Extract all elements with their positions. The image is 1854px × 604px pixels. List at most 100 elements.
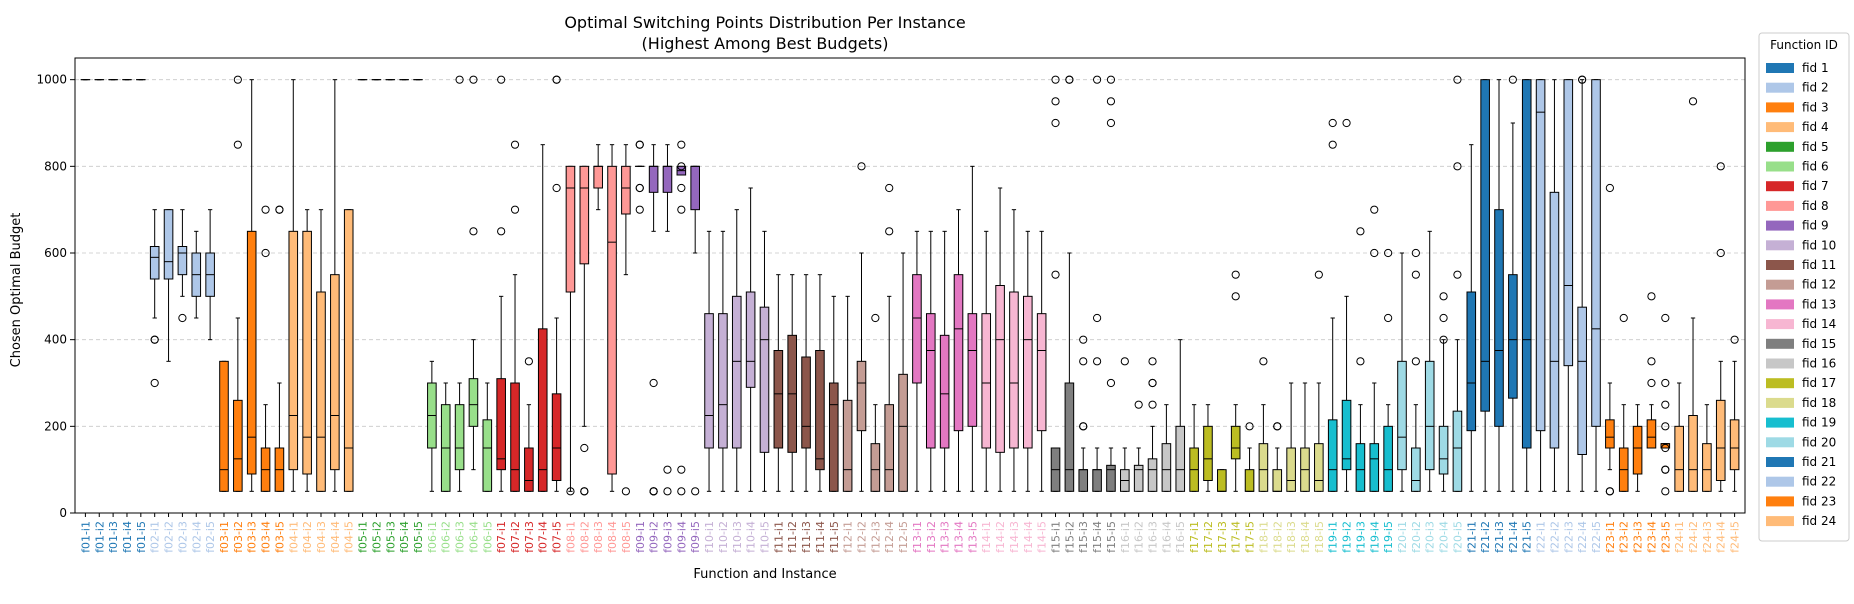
box-f18-i5 — [1315, 271, 1324, 491]
outlier-point — [664, 488, 671, 495]
box-iqr — [164, 210, 173, 279]
x-tick-label: f24-i5 — [1729, 521, 1742, 553]
box-f21-i3 — [1495, 80, 1504, 492]
x-tick-label: f07-i1 — [495, 521, 508, 553]
outlier-point — [1412, 271, 1419, 278]
box-iqr — [1522, 80, 1531, 448]
x-tick-label: f11-i1 — [772, 521, 785, 553]
outlier-point — [1315, 271, 1322, 278]
box-iqr — [1079, 470, 1088, 492]
x-tick-label: f20-i5 — [1451, 521, 1464, 553]
legend-swatch — [1766, 142, 1794, 152]
x-tick-label: f10-i4 — [745, 521, 758, 553]
y-tick-label: 200 — [44, 419, 67, 433]
y-tick-label: 800 — [44, 159, 67, 173]
box-f24-i1 — [1675, 383, 1684, 491]
box-iqr — [1467, 292, 1476, 431]
box-f16-i3 — [1148, 358, 1157, 492]
box-f17-i3 — [1218, 470, 1227, 492]
outlier-point — [678, 184, 685, 191]
x-tick-label: f13-i1 — [911, 521, 924, 553]
box-f15-i3 — [1079, 336, 1088, 491]
box-f12-i4 — [885, 184, 894, 491]
box-f11-i3 — [802, 275, 811, 492]
box-iqr — [871, 444, 880, 492]
x-tick-label: f05-i3 — [384, 521, 397, 553]
x-tick-label: f23-i5 — [1659, 521, 1672, 553]
box-f18-i4 — [1301, 383, 1310, 491]
chart-subtitle: (Highest Among Best Budgets) — [642, 34, 889, 53]
legend-label: fid 9 — [1802, 219, 1829, 233]
boxes-layer — [81, 76, 1739, 495]
legend-label: fid 15 — [1802, 337, 1836, 351]
box-iqr — [1398, 361, 1407, 469]
box-iqr — [1218, 470, 1227, 492]
box-iqr — [996, 286, 1005, 453]
x-tick-label: f12-i4 — [883, 521, 896, 553]
x-tick-label: f09-i2 — [648, 521, 661, 553]
box-iqr — [150, 247, 159, 280]
box-iqr — [1148, 459, 1157, 492]
box-f13-i1 — [913, 231, 922, 491]
box-iqr — [1370, 444, 1379, 492]
box-f09-i2 — [649, 145, 658, 495]
x-tick-label: f05-i1 — [357, 521, 370, 553]
x-tick-label: f12-i2 — [855, 521, 868, 553]
box-f08-i5 — [622, 145, 631, 495]
x-tick-label: f11-i4 — [814, 521, 827, 553]
box-f16-i2 — [1134, 401, 1143, 491]
x-tick-label: f11-i3 — [800, 521, 813, 553]
outlier-point — [1357, 228, 1364, 235]
box-iqr — [1689, 416, 1698, 492]
legend-swatch — [1766, 339, 1794, 349]
x-tick-label: f17-i3 — [1216, 521, 1229, 553]
outlier-point — [1149, 379, 1156, 386]
box-iqr — [1647, 420, 1656, 448]
outlier-point — [650, 379, 657, 386]
box-iqr — [1273, 470, 1282, 492]
box-f14-i4 — [1024, 231, 1033, 491]
box-f15-i2 — [1065, 76, 1074, 491]
x-tick-label: f01-i1 — [79, 521, 92, 553]
box-f21-i5 — [1522, 80, 1531, 492]
box-f02-i5 — [206, 210, 215, 340]
box-iqr — [940, 335, 949, 448]
box-iqr — [1550, 192, 1559, 448]
legend-swatch — [1766, 457, 1794, 467]
outlier-point — [1232, 293, 1239, 300]
box-iqr — [344, 210, 353, 492]
box-f23-i3 — [1633, 405, 1642, 492]
x-tick-label: f16-i3 — [1147, 521, 1160, 553]
x-tick-label: f13-i2 — [925, 521, 938, 553]
box-iqr — [926, 314, 935, 448]
box-iqr — [1509, 275, 1518, 399]
box-f08-i1 — [566, 166, 575, 495]
box-f19-i3 — [1356, 228, 1365, 492]
box-iqr — [1536, 80, 1545, 431]
outlier-point — [1343, 119, 1350, 126]
box-f09-i5 — [691, 166, 700, 495]
box-f23-i4 — [1647, 293, 1656, 448]
box-f22-i3 — [1564, 80, 1573, 492]
box-f10-i2 — [719, 231, 728, 491]
outlier-point — [1052, 119, 1059, 126]
box-iqr — [857, 361, 866, 430]
box-iqr — [1730, 420, 1739, 470]
outlier-point — [1052, 98, 1059, 105]
legend-label: fid 20 — [1802, 435, 1836, 449]
box-f20-i5 — [1453, 76, 1462, 491]
x-tick-label: f15-i4 — [1091, 521, 1104, 553]
box-f19-i2 — [1342, 119, 1351, 491]
outlier-point — [1662, 379, 1669, 386]
x-tick-label: f23-i2 — [1618, 521, 1631, 553]
x-tick-label: f05-i5 — [412, 521, 425, 553]
legend-label: fid 10 — [1802, 238, 1836, 252]
box-f22-i5 — [1592, 80, 1601, 492]
box-iqr — [885, 405, 894, 492]
box-f03-i3 — [247, 80, 256, 492]
x-tick-label: f23-i4 — [1645, 521, 1658, 553]
outlier-point — [692, 488, 699, 495]
x-tick-label: f10-i2 — [717, 521, 730, 553]
box-f02-i4 — [192, 231, 201, 318]
